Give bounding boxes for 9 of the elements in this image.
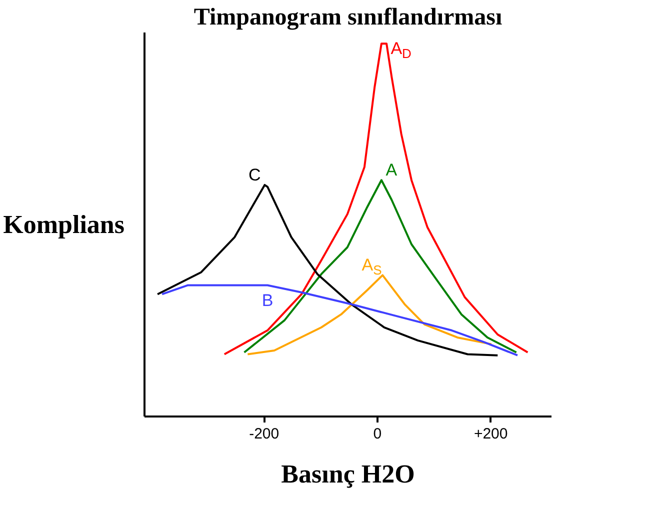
x-tick-label: +200 [474,426,508,442]
x-tick-label: -200 [249,426,280,442]
series-label: A [386,160,398,180]
series-label: C [248,165,261,184]
y-axis-title: Komplians [3,210,125,239]
x-axis-title: Basınç H2O [281,460,415,488]
series-label: B [262,290,274,310]
chart-title: Timpanogram sınıflandırması [194,4,502,30]
x-tick-label: 0 [373,426,382,442]
